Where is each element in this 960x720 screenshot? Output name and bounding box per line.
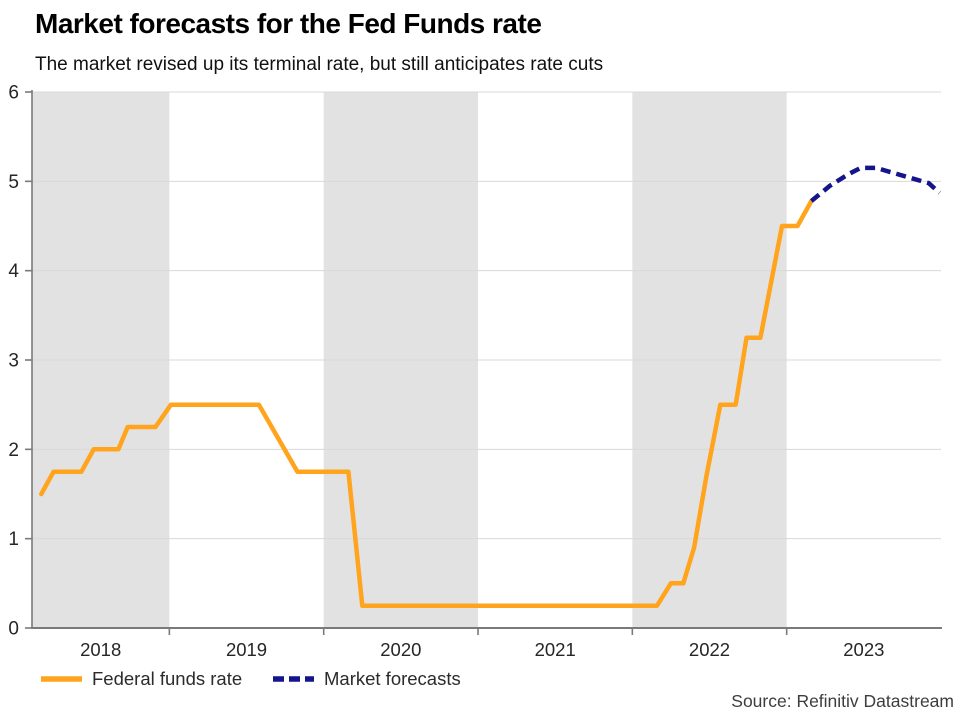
market-forecasts-line [809, 165, 942, 203]
x-tick-label: 2018 [80, 639, 121, 660]
y-tick-label: 1 [8, 529, 19, 550]
chart-plot: 0 1 2 3 4 5 6 2018 2019 2020 2021 2022 2023 [8, 85, 942, 660]
x-tick-label: 2019 [226, 639, 267, 660]
market-forecasts-line-swatch [273, 676, 314, 682]
y-tick-label: 0 [8, 619, 19, 640]
x-tick-label: 2022 [689, 639, 730, 660]
y-tick-label: 5 [8, 172, 19, 193]
source-attribution: Source: Refinitiv Datastream [731, 691, 954, 711]
y-tick-label: 4 [8, 261, 19, 282]
chart-legend: Federal funds rate Market forecasts [0, 667, 960, 691]
legend-label-market-forecasts: Market forecasts [324, 668, 461, 689]
federal-funds-rate-line [39, 198, 814, 608]
x-tick-label: 2023 [843, 639, 884, 660]
y-tick-label: 6 [8, 85, 19, 104]
x-tick-label: 2021 [535, 639, 576, 660]
legend-label-federal-funds-rate: Federal funds rate [92, 668, 243, 689]
page-title: Market forecasts for the Fed Funds rate [35, 8, 542, 39]
federal-funds-rate-line-swatch [41, 676, 82, 682]
legend-item-federal-funds-rate: Federal funds rate [40, 667, 242, 691]
y-tick-label: 3 [8, 351, 19, 372]
page-subtitle: The market revised up its terminal rate,… [35, 54, 604, 75]
legend-item-market-forecasts: Market forecasts [272, 667, 461, 691]
y-tick-label: 2 [8, 440, 19, 461]
x-tick-label: 2020 [380, 639, 421, 660]
